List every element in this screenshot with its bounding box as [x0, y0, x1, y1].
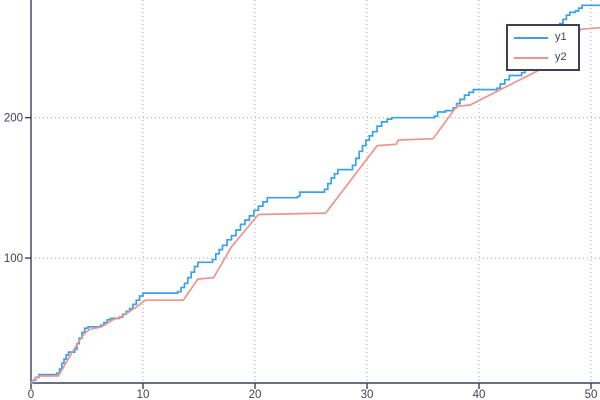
- legend-item-y1: y1: [514, 31, 572, 45]
- series-y2-line: [30, 26, 600, 384]
- x-tick-label: 0: [28, 389, 34, 400]
- legend-line-y2-icon: [514, 56, 548, 59]
- legend-line-y1-icon: [514, 36, 548, 39]
- legend-item-y2: y2: [514, 51, 572, 65]
- series-y1-line: [31, 4, 600, 384]
- x-tick-label: 10: [137, 389, 150, 400]
- legend-label-y1: y1: [555, 31, 567, 43]
- y-tick-label: 100: [4, 253, 23, 265]
- legend-label-y2: y2: [555, 51, 567, 63]
- y-tick-label: 200: [4, 113, 23, 125]
- x-tick-label: 40: [473, 389, 486, 400]
- x-tick-label: 30: [361, 389, 374, 400]
- grid: [31, 0, 600, 383]
- series-lines: [30, 4, 600, 384]
- tick-labels: 0 10 20 30 40 50 100 200: [4, 113, 598, 400]
- axes: [25, 0, 600, 389]
- x-tick-label: 20: [249, 389, 262, 400]
- legend: y1 y2: [506, 24, 580, 71]
- x-tick-label: 50: [585, 389, 598, 400]
